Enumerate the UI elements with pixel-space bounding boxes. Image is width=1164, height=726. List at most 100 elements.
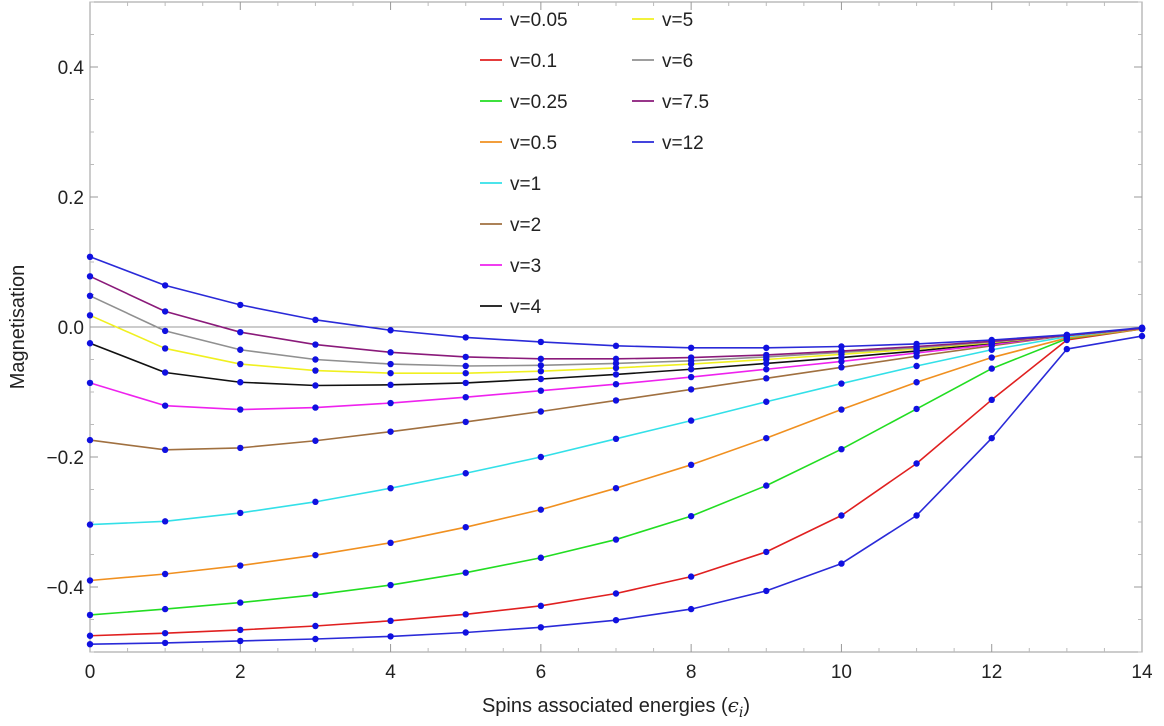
data-point <box>161 605 169 613</box>
series-markers-3 <box>86 325 1146 584</box>
legend-item: v=0.25 <box>480 92 568 113</box>
data-point <box>537 408 545 415</box>
x-tick-label: 8 <box>686 662 697 683</box>
data-point <box>838 364 845 371</box>
data-point <box>913 405 920 413</box>
legend-item: v=12 <box>632 133 704 154</box>
data-point <box>612 364 620 372</box>
data-point <box>537 453 545 461</box>
series-layer <box>86 253 1146 648</box>
data-point <box>387 381 394 389</box>
data-point <box>687 573 695 580</box>
data-point <box>462 379 469 387</box>
x-axis-ticks: 0 2 4 6 8 10 12 14 <box>85 2 1153 683</box>
data-point <box>537 362 545 369</box>
data-point <box>312 382 319 389</box>
y-axis-ticks: −0.4 −0.2 0.0 0.2 0.4 <box>46 1 1142 653</box>
series-markers-4 <box>86 325 1146 528</box>
data-point <box>763 548 770 556</box>
data-point <box>763 434 770 442</box>
data-point <box>312 622 319 630</box>
legend-item: v=1 <box>480 174 541 195</box>
data-point <box>312 437 319 444</box>
data-point <box>537 602 545 610</box>
data-point <box>387 349 394 356</box>
data-point <box>237 509 244 517</box>
data-point <box>612 536 620 543</box>
data-point <box>988 365 995 372</box>
data-point <box>462 470 469 477</box>
data-point <box>988 336 995 344</box>
data-point <box>913 460 920 467</box>
data-point <box>237 346 244 353</box>
data-point <box>1138 324 1146 331</box>
x-tick-label: 4 <box>385 662 396 683</box>
data-point <box>237 301 244 309</box>
data-point <box>1138 332 1146 340</box>
legend-item: v=0.5 <box>480 133 557 154</box>
data-point <box>838 343 845 350</box>
data-point <box>913 379 920 386</box>
data-point <box>687 512 695 520</box>
data-point <box>161 570 169 578</box>
data-point <box>763 587 770 595</box>
data-point <box>838 512 845 519</box>
data-point <box>1063 345 1071 353</box>
data-point <box>86 273 94 280</box>
data-point <box>387 428 394 435</box>
data-point <box>612 590 620 597</box>
y-tick-label: −0.4 <box>46 578 84 599</box>
legend-label: v=12 <box>662 133 704 154</box>
data-point <box>86 340 94 347</box>
data-point <box>462 611 469 618</box>
data-point <box>462 569 469 576</box>
data-point <box>312 404 319 411</box>
x-axis-title-close: ) <box>743 695 750 717</box>
legend-label: v=0.5 <box>510 133 557 154</box>
data-point <box>86 253 94 260</box>
data-point <box>537 355 545 363</box>
data-point <box>387 633 394 640</box>
data-point <box>612 371 620 378</box>
legend-label: v=7.5 <box>662 92 709 113</box>
data-point <box>312 316 319 324</box>
data-point <box>312 341 319 348</box>
x-tick-label: 14 <box>1131 662 1153 683</box>
legend-item: v=4 <box>480 297 542 318</box>
data-point <box>387 360 394 368</box>
data-point <box>161 369 169 376</box>
legend-item: v=2 <box>480 215 541 236</box>
data-point <box>161 345 169 352</box>
legend-item: v=3 <box>480 256 541 277</box>
data-point <box>537 368 545 375</box>
data-point <box>687 354 695 361</box>
data-point <box>913 512 920 519</box>
series-markers-11 <box>86 253 1146 351</box>
data-point <box>387 617 394 624</box>
data-point <box>387 485 394 492</box>
y-tick-label: 0.0 <box>58 318 84 339</box>
data-point <box>161 282 169 289</box>
data-point <box>537 624 545 631</box>
legend-label: v=0.25 <box>510 92 568 113</box>
data-point <box>687 386 695 393</box>
data-point <box>537 338 545 346</box>
data-point <box>86 292 94 299</box>
data-point <box>612 397 620 404</box>
legend-item: v=7.5 <box>632 92 709 113</box>
data-point <box>913 362 920 370</box>
series-markers-0 <box>86 332 1146 648</box>
x-axis-title-symbol: ϵ <box>728 693 739 717</box>
data-point <box>612 360 620 367</box>
x-tick-label: 0 <box>85 662 96 683</box>
data-point <box>612 381 620 388</box>
data-point <box>687 461 695 468</box>
legend-item: v=0.1 <box>480 51 557 72</box>
data-point <box>237 599 244 606</box>
data-point <box>161 518 169 525</box>
data-point <box>838 380 845 387</box>
data-point <box>687 366 695 373</box>
x-tick-label: 6 <box>536 662 547 683</box>
data-point <box>838 560 845 567</box>
data-point <box>537 506 545 513</box>
